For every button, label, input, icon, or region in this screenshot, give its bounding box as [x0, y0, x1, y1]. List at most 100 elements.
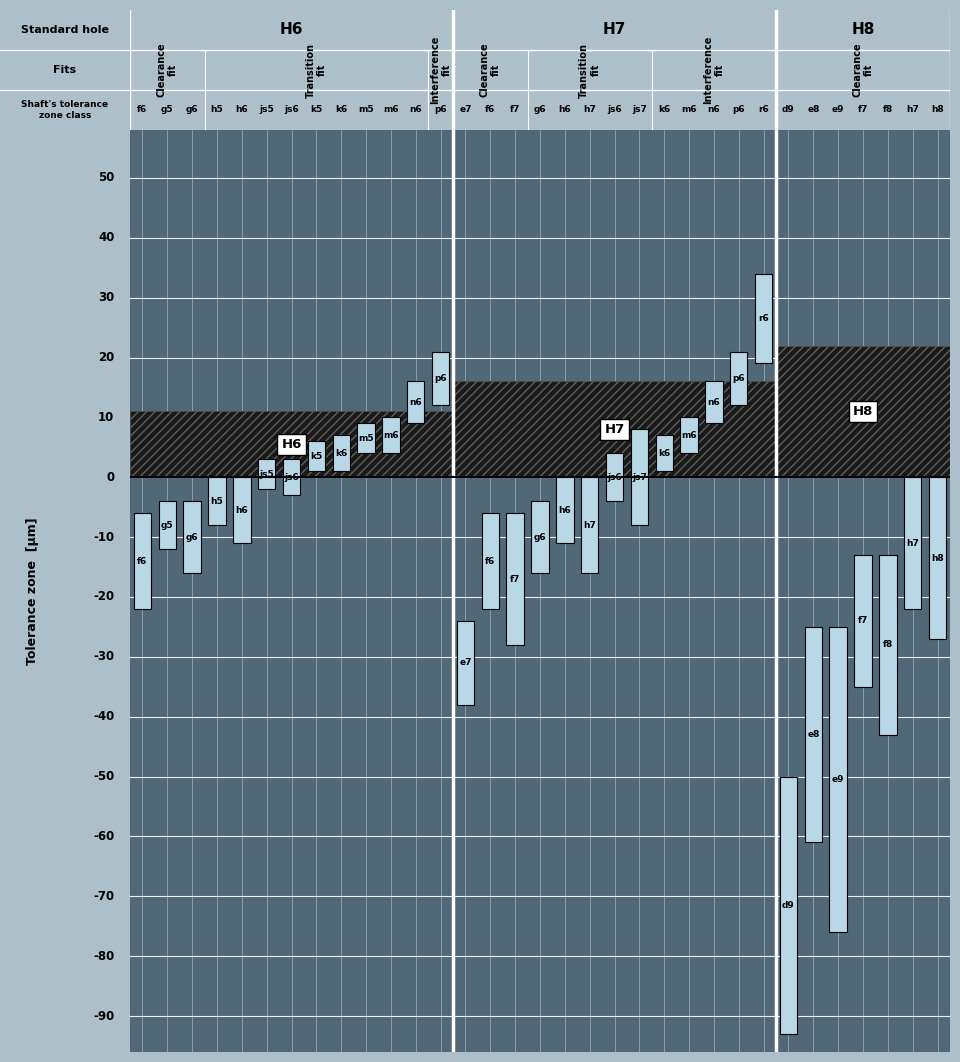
- Bar: [581, 477, 598, 573]
- Text: H7: H7: [605, 423, 625, 435]
- Text: -10: -10: [93, 531, 114, 544]
- Text: 20: 20: [98, 352, 114, 364]
- Text: g6: g6: [186, 105, 199, 115]
- Bar: [776, 345, 950, 477]
- Text: f6: f6: [485, 105, 495, 115]
- Text: -50: -50: [93, 770, 114, 783]
- Text: 30: 30: [98, 291, 114, 304]
- Text: f6: f6: [137, 105, 148, 115]
- Text: n6: n6: [409, 105, 422, 115]
- Text: r6: r6: [758, 105, 769, 115]
- Text: h7: h7: [584, 105, 596, 115]
- Text: g6: g6: [186, 533, 199, 542]
- Bar: [804, 627, 822, 842]
- Text: m5: m5: [358, 434, 373, 443]
- Text: p6: p6: [434, 374, 447, 383]
- Text: Tolerance zone  [µm]: Tolerance zone [µm]: [26, 517, 39, 665]
- Text: k5: k5: [310, 105, 323, 115]
- Text: k6: k6: [659, 449, 670, 458]
- Text: js6: js6: [607, 105, 622, 115]
- Bar: [731, 352, 748, 406]
- Text: e7: e7: [459, 658, 471, 667]
- Bar: [776, 345, 950, 477]
- Text: e7: e7: [459, 105, 471, 115]
- Bar: [432, 352, 449, 406]
- Bar: [904, 477, 922, 609]
- Text: -90: -90: [93, 1010, 114, 1023]
- Text: Clearance
fit: Clearance fit: [156, 42, 178, 98]
- Bar: [606, 453, 623, 501]
- Text: m6: m6: [383, 431, 398, 440]
- Text: p6: p6: [434, 105, 447, 115]
- Text: js6: js6: [284, 473, 299, 482]
- Bar: [656, 435, 673, 472]
- Text: -20: -20: [93, 590, 114, 603]
- Text: k6: k6: [335, 449, 348, 458]
- Text: h6: h6: [559, 506, 571, 515]
- Bar: [158, 501, 176, 549]
- Text: H6: H6: [279, 22, 303, 37]
- Text: p6: p6: [732, 374, 745, 383]
- Text: js5: js5: [259, 105, 274, 115]
- Text: r6: r6: [758, 314, 769, 323]
- Text: f8: f8: [883, 105, 893, 115]
- Text: f8: f8: [883, 640, 893, 649]
- Text: m6: m6: [682, 105, 697, 115]
- Text: Clearance
fit: Clearance fit: [479, 42, 501, 98]
- Text: H8: H8: [852, 405, 874, 417]
- Text: H8: H8: [852, 22, 875, 37]
- Bar: [507, 513, 524, 645]
- Text: H6: H6: [281, 438, 301, 450]
- Text: h6: h6: [559, 105, 571, 115]
- Text: e8: e8: [807, 731, 820, 739]
- Bar: [706, 381, 723, 424]
- Text: -80: -80: [93, 949, 114, 963]
- Text: h8: h8: [931, 553, 944, 563]
- Text: m6: m6: [682, 431, 697, 440]
- Text: f7: f7: [510, 105, 520, 115]
- Bar: [531, 501, 549, 573]
- Bar: [382, 417, 399, 453]
- Text: -60: -60: [93, 830, 114, 843]
- Text: 40: 40: [98, 232, 114, 244]
- Text: h7: h7: [906, 105, 919, 115]
- Bar: [208, 477, 226, 525]
- Text: g5: g5: [161, 105, 174, 115]
- Text: js6: js6: [607, 473, 622, 482]
- Bar: [130, 411, 453, 477]
- Text: k6: k6: [659, 105, 670, 115]
- Bar: [133, 513, 151, 609]
- Bar: [130, 411, 453, 477]
- Text: k5: k5: [310, 451, 323, 461]
- Text: n6: n6: [708, 105, 720, 115]
- Text: Interference
fit: Interference fit: [430, 36, 451, 104]
- Bar: [233, 477, 251, 543]
- Text: Clearance
fit: Clearance fit: [852, 42, 874, 98]
- Text: d9: d9: [782, 901, 795, 910]
- Text: m5: m5: [358, 105, 373, 115]
- Text: f7: f7: [858, 616, 868, 626]
- Text: e8: e8: [807, 105, 820, 115]
- Bar: [854, 555, 872, 687]
- Bar: [453, 381, 776, 477]
- Bar: [357, 424, 374, 453]
- Text: h6: h6: [235, 506, 249, 515]
- Text: g6: g6: [534, 105, 546, 115]
- Text: Standard hole: Standard hole: [21, 25, 109, 35]
- Bar: [332, 435, 349, 472]
- Text: g6: g6: [534, 533, 546, 542]
- Text: Transition
fit: Transition fit: [305, 42, 327, 98]
- Text: n6: n6: [708, 398, 720, 407]
- Text: js5: js5: [259, 469, 274, 479]
- Text: d9: d9: [782, 105, 795, 115]
- Text: -30: -30: [93, 650, 114, 664]
- Bar: [457, 621, 474, 705]
- Text: m6: m6: [383, 105, 398, 115]
- Text: e9: e9: [832, 105, 845, 115]
- Text: h7: h7: [906, 538, 919, 548]
- Text: 50: 50: [98, 171, 114, 185]
- Text: js7: js7: [632, 105, 647, 115]
- Text: h7: h7: [584, 520, 596, 530]
- Text: -70: -70: [93, 890, 114, 903]
- Text: g5: g5: [161, 520, 174, 530]
